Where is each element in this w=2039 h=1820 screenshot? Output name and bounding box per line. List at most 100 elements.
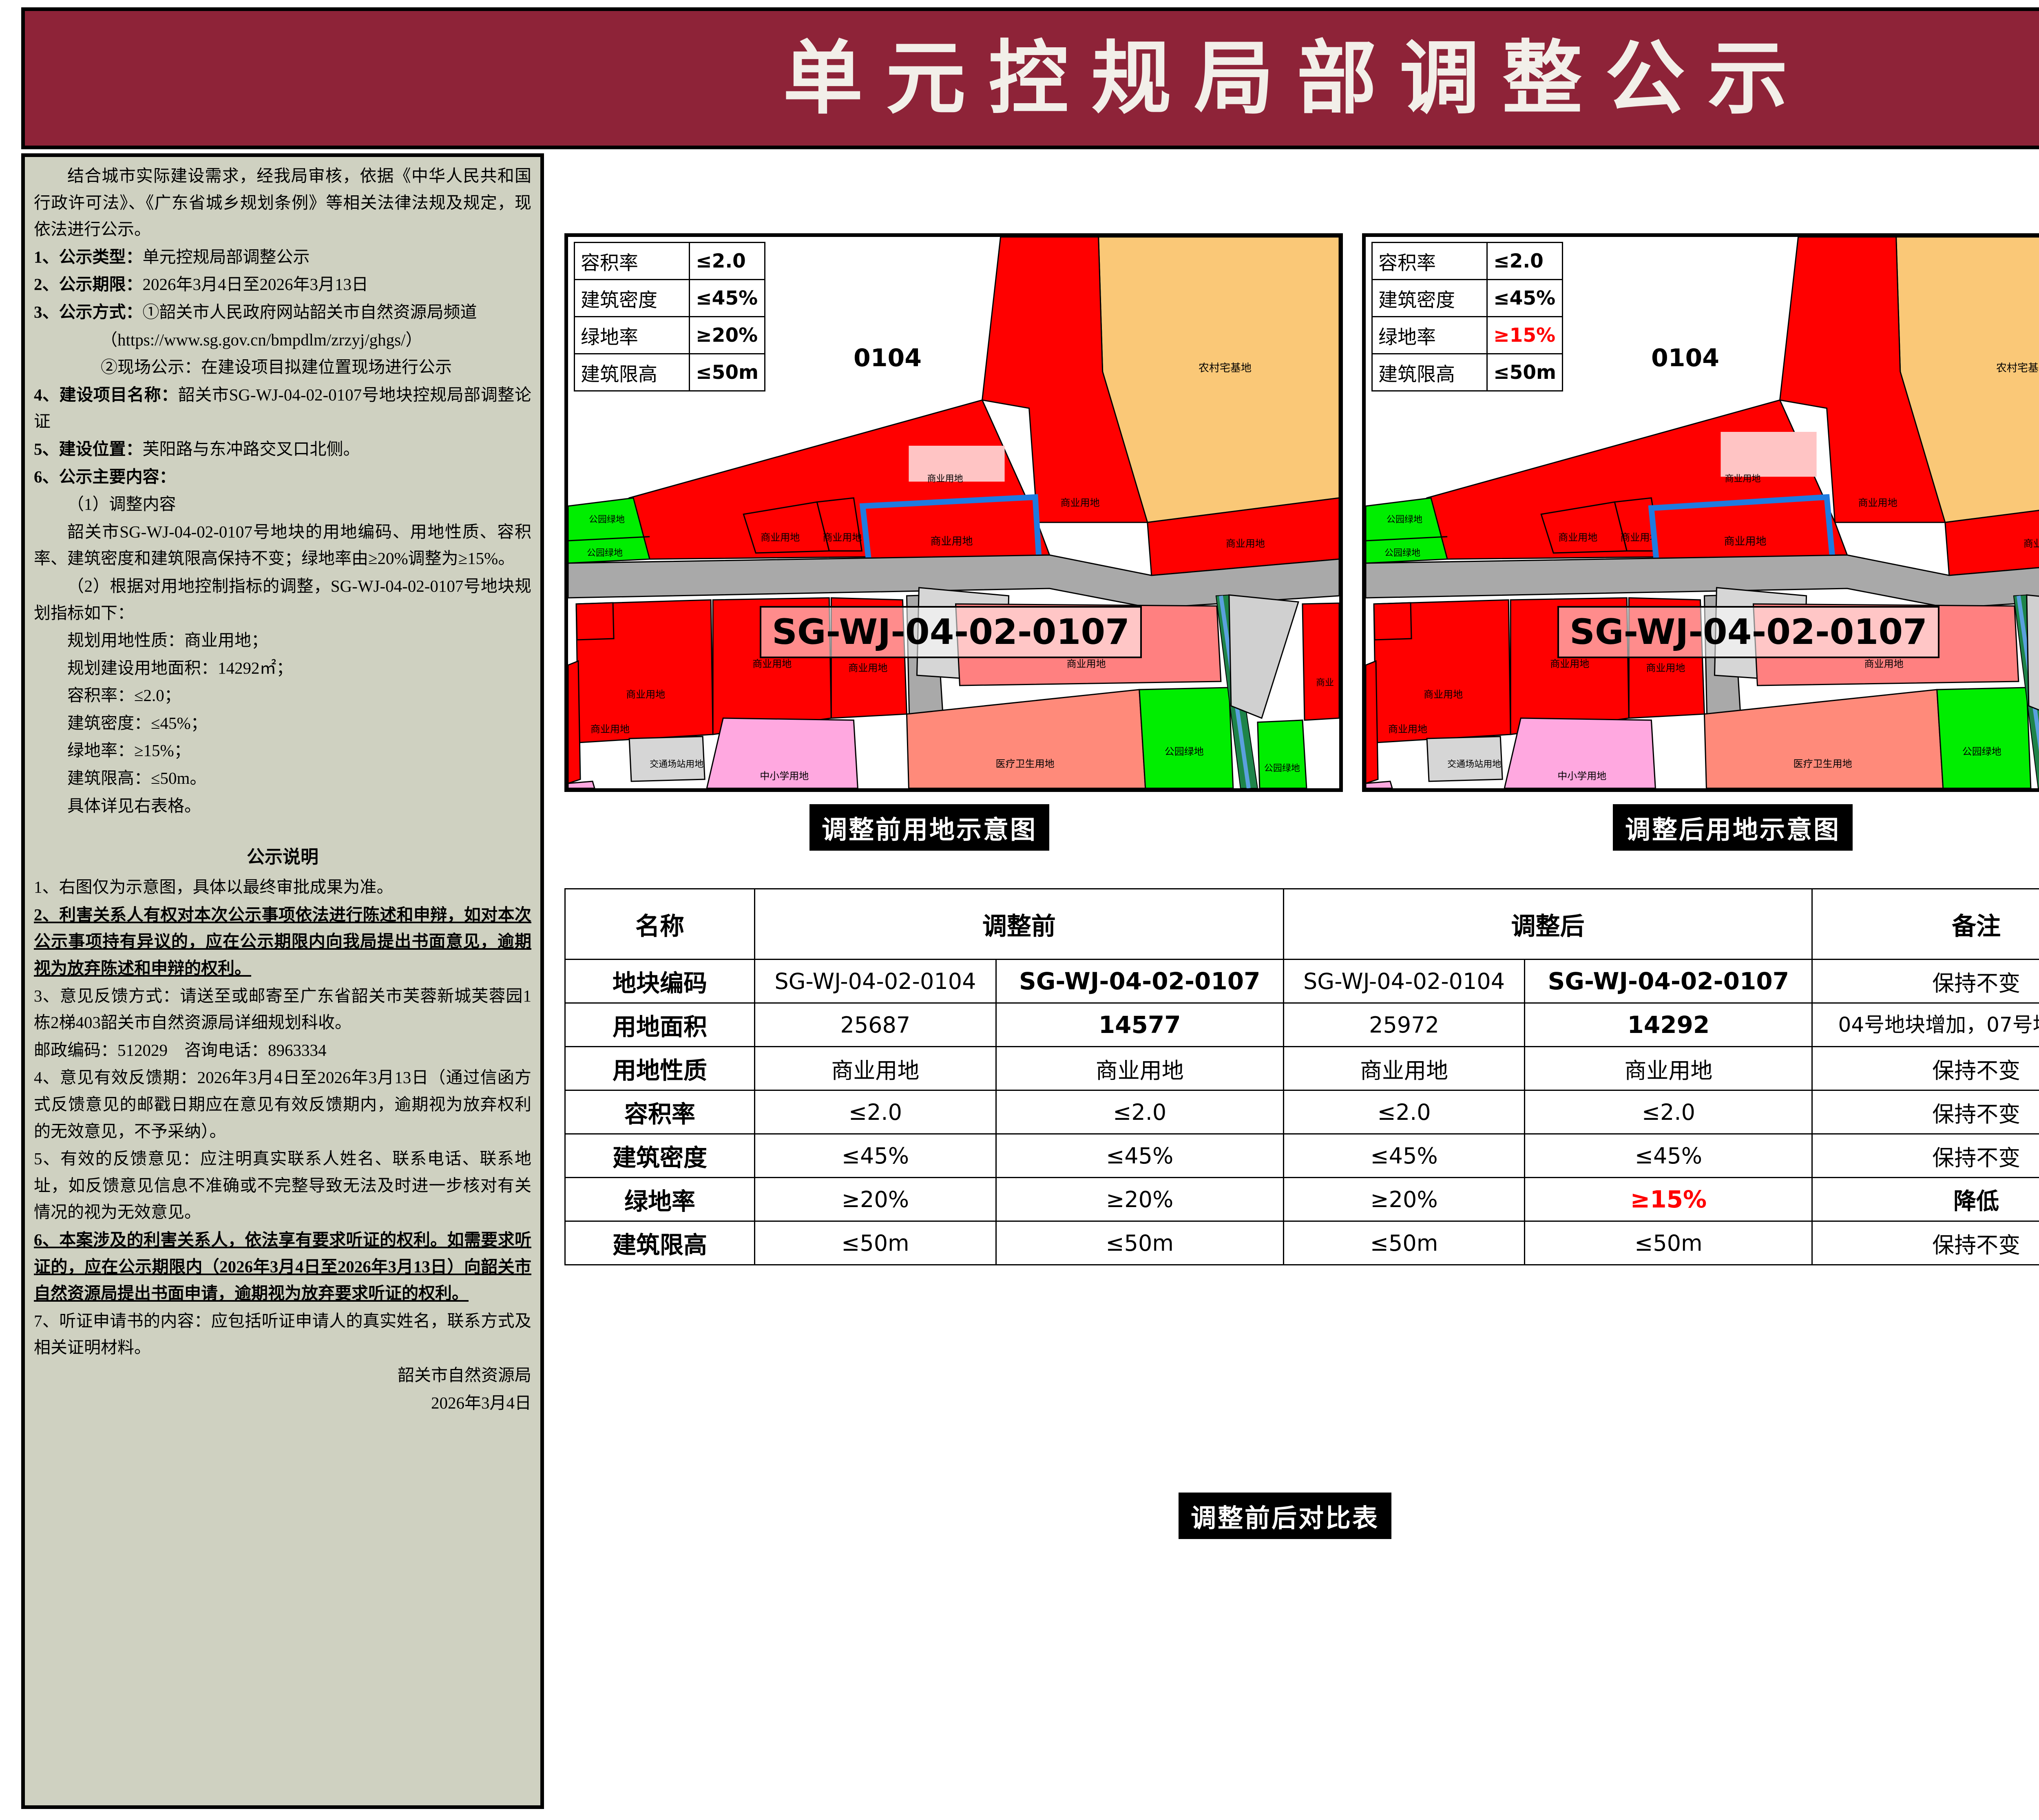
spec-building-density: 建筑密度：≤45%；	[67, 713, 208, 732]
svg-text:医疗卫生用地: 医疗卫生用地	[1794, 758, 1852, 770]
table-row: 用地面积 25687 14577 25972 14292 04号地块增加，07号…	[564, 1002, 2039, 1047]
indicator-row-density-after: 建筑密度 ≤45%	[1371, 279, 1563, 317]
cell-before-b-far: ≤2.0	[995, 1090, 1284, 1134]
cell-after-a-land-area: 25972	[1283, 1002, 1526, 1047]
indicator-row-height-after: 建筑限高 ≤50m	[1371, 353, 1563, 391]
notice-item-4-value: 韶关市SG-WJ-04-02-0107号地块控规局部调整论证	[34, 385, 531, 431]
map-before-adjustment: 农村宅基地 商业用地 商业用地 商业用地 商业用地 商业用地 商业用地 公园绿地…	[564, 233, 1343, 792]
indicator-key-height: 建筑限高	[573, 353, 690, 391]
cell-after-a-far: ≤2.0	[1283, 1090, 1526, 1134]
svg-text:交通场站用地: 交通场站用地	[1447, 759, 1501, 770]
svg-text:商业用地: 商业用地	[752, 658, 792, 670]
svg-text:商业用地: 商业用地	[1067, 658, 1106, 670]
svg-text:商业用地: 商业用地	[927, 474, 963, 484]
explain-note-1: 1、右图仅为示意图，具体以最终审批成果为准。	[34, 878, 394, 897]
notice-item-1: 1、公示类型：单元控规局部调整公示	[34, 244, 531, 271]
map-caption-before: 调整前用地示意图	[809, 804, 1050, 851]
cell-before-b-density: ≤45%	[995, 1133, 1284, 1178]
cell-note-land-nature: 保持不变	[1811, 1046, 2039, 1091]
th-name: 名称	[564, 888, 755, 960]
svg-text:商业用地: 商业用地	[590, 723, 630, 735]
cell-before-a-land-area: 25687	[754, 1002, 997, 1047]
svg-text:商业用地: 商业用地	[1388, 723, 1427, 735]
notice-item-3-label: 3、公示方式：	[34, 302, 143, 321]
cell-after-b-plot-code: SG-WJ-04-02-0107	[1524, 959, 1813, 1004]
cell-before-b-green-ratio: ≥20%	[995, 1177, 1284, 1222]
th-before: 调整前	[754, 888, 1284, 960]
issuer-signature: 韶关市自然资源局	[398, 1365, 531, 1384]
cell-note-green-ratio: 降低	[1811, 1177, 2039, 1222]
explain-note-4: 4、意见有效反馈期：2026年3月4日至2026年3月13日（通过信函方式反馈意…	[34, 1068, 531, 1141]
svg-text:商业用地: 商业用地	[823, 532, 862, 543]
notice-item-6-label: 6、公示主要内容：	[34, 467, 176, 486]
adjust-indicators-intro: （2）根据对用地控制指标的调整，SG-WJ-04-02-0107号地块规划指标如…	[34, 576, 531, 622]
notice-item-4-label: 4、建设项目名称：	[34, 385, 178, 404]
row-name-land-area: 用地面积	[564, 1002, 755, 1047]
notice-item-1-value: 单元控规局部调整公示	[142, 247, 310, 266]
indicator-row-far-after: 容积率 ≤2.0	[1371, 242, 1563, 280]
notice-item-2-value: 2026年3月4日至2026年3月13日	[142, 275, 369, 294]
table-row: 绿地率 ≥20% ≥20% ≥20% ≥15% 降低	[564, 1177, 2039, 1222]
cell-after-a-green-ratio: ≥20%	[1283, 1177, 1526, 1222]
notice-item-5-value: 芙阳路与东冲路交叉口北侧。	[142, 439, 360, 458]
row-name-plot-code: 地块编码	[564, 959, 755, 1004]
cell-after-a-land-nature: 商业用地	[1283, 1046, 1526, 1091]
explain-note-6: 6、本案涉及的利害关系人，依法享有要求听证的权利。如需要求听证的，应在公示期限内…	[34, 1230, 531, 1303]
cell-before-a-land-nature: 商业用地	[754, 1046, 997, 1091]
svg-text:商业用地: 商业用地	[1724, 535, 1766, 548]
indicator-key-green-after: 绿地率	[1371, 316, 1488, 354]
notice-explain-title: 公示说明	[247, 847, 318, 867]
svg-text:公园绿地: 公园绿地	[1165, 746, 1204, 757]
explain-contact: 邮政编码：512029 咨询电话：8963334	[34, 1040, 327, 1059]
cell-before-b-land-nature: 商业用地	[995, 1046, 1284, 1091]
notice-intro: 结合城市实际建设需求，经我局审核，依据《中华人民共和国行政许可法》、《广东省城乡…	[34, 166, 531, 239]
indicator-value-far: ≤2.0	[689, 242, 765, 280]
plot-code-0107-after: SG-WJ-04-02-0107	[1557, 606, 1940, 658]
svg-text:公园绿地: 公园绿地	[1962, 746, 2001, 757]
cell-before-a-plot-code: SG-WJ-04-02-0104	[754, 959, 997, 1004]
row-name-green-ratio: 绿地率	[564, 1177, 755, 1222]
svg-text:商业用地: 商业用地	[1646, 662, 1685, 674]
plot-code-0107-before: SG-WJ-04-02-0107	[760, 606, 1142, 658]
map-after-adjustment: 农村宅基地 商业用地 商业用地 商业用地 商业用地 商业用地 商业用地 公园绿地…	[1362, 233, 2039, 792]
table-row: 建筑限高 ≤50m ≤50m ≤50m ≤50m 保持不变	[564, 1221, 2039, 1265]
table-row: 用地性质 商业用地 商业用地 商业用地 商业用地 保持不变	[564, 1046, 2039, 1091]
cell-after-b-height-limit: ≤50m	[1524, 1221, 1813, 1265]
table-row: 地块编码 SG-WJ-04-02-0104 SG-WJ-04-02-0107 S…	[564, 959, 2039, 1004]
cell-before-a-density: ≤45%	[754, 1133, 997, 1178]
cell-before-a-height-limit: ≤50m	[754, 1221, 997, 1265]
svg-text:商业用地: 商业用地	[761, 532, 800, 543]
svg-text:商业用地: 商业用地	[1725, 474, 1760, 484]
indicator-key-height-after: 建筑限高	[1371, 353, 1488, 391]
cell-after-b-land-area: 14292	[1524, 1002, 1813, 1047]
row-name-height-limit: 建筑限高	[564, 1221, 755, 1265]
indicator-key-density: 建筑密度	[573, 279, 690, 317]
cell-before-b-land-area: 14577	[995, 1002, 1284, 1047]
notice-item-3-value: ①韶关市人民政府网站韶关市自然资源局频道	[142, 302, 477, 321]
cell-note-far: 保持不变	[1811, 1090, 2039, 1134]
indicator-row-height: 建筑限高 ≤50m	[573, 353, 765, 391]
svg-text:商业用地: 商业用地	[1550, 658, 1589, 670]
cell-note-height-limit: 保持不变	[1811, 1221, 2039, 1265]
cell-after-a-plot-code: SG-WJ-04-02-0104	[1283, 959, 1526, 1004]
indicator-value-green-after: ≥15%	[1486, 316, 1563, 354]
poster-header: 单元控规局部调整公示	[21, 7, 2039, 149]
indicator-value-height-after: ≤50m	[1486, 353, 1563, 391]
svg-text:商业用地: 商业用地	[1226, 538, 1265, 549]
explain-note-2: 2、利害关系人有权对本次公示事项依法进行陈述和申辩，如对本次公示事项持有异议的，…	[34, 905, 531, 978]
map-caption-after: 调整后用地示意图	[1613, 804, 1853, 851]
spec-land-nature: 规划用地性质：商业用地；	[67, 631, 268, 650]
indicator-row-far: 容积率 ≤2.0	[573, 242, 765, 280]
table-row: 容积率 ≤2.0 ≤2.0 ≤2.0 ≤2.0 保持不变	[564, 1090, 2039, 1134]
indicator-key-green: 绿地率	[573, 316, 690, 354]
svg-text:商业用地: 商业用地	[848, 662, 887, 674]
notice-website-url[interactable]: （https://www.sg.gov.cn/bmpdlm/zrzyj/ghgs…	[101, 330, 422, 349]
indicator-row-green-after: 绿地率 ≥15%	[1371, 316, 1563, 354]
comparison-table-caption: 调整前后对比表	[1179, 1493, 1392, 1539]
cell-after-b-density: ≤45%	[1524, 1133, 1813, 1178]
svg-text:公园绿地: 公园绿地	[1264, 763, 1300, 774]
adjust-content-body: 韶关市SG-WJ-04-02-0107号地块的用地编码、用地性质、容积率、建筑密…	[34, 522, 531, 568]
svg-text:公园绿地: 公园绿地	[1384, 548, 1420, 558]
issue-date: 2026年3月4日	[431, 1393, 531, 1412]
